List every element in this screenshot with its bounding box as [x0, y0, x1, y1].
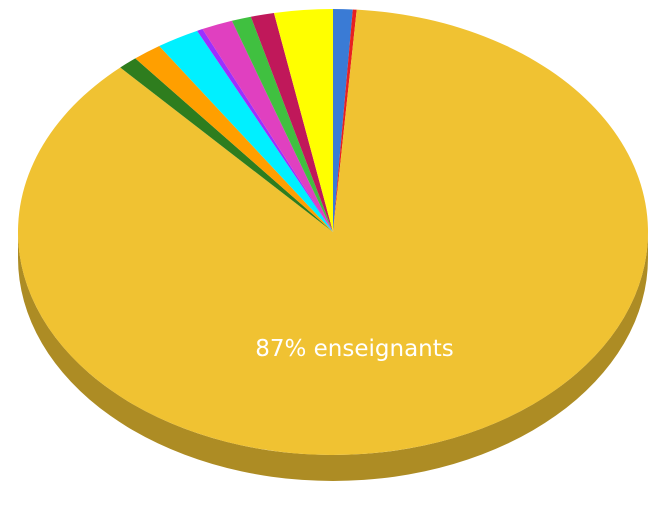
slice: [159, 30, 333, 232]
slice: [18, 9, 649, 456]
slice: [333, 9, 357, 233]
slice-label: 87% enseignants: [255, 336, 454, 362]
slice: [231, 16, 333, 232]
slice: [135, 46, 333, 232]
slice: [250, 12, 333, 232]
slice: [202, 20, 333, 233]
slice: [120, 58, 333, 232]
slice: [197, 29, 333, 232]
slice: [333, 9, 353, 232]
slice: [273, 9, 333, 232]
